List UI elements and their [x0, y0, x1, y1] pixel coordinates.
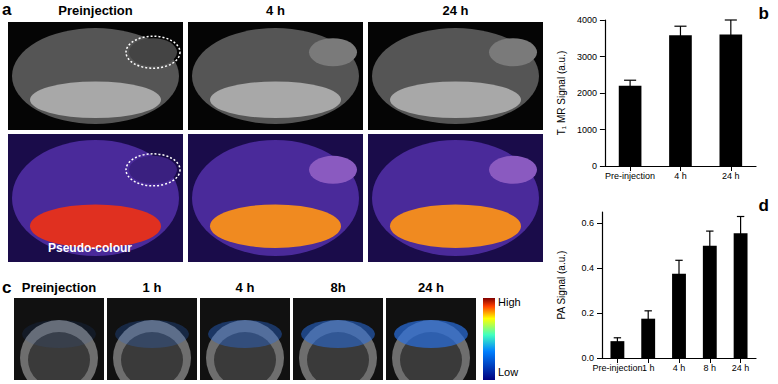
svg-text:2000: 2000	[577, 88, 597, 98]
svg-text:8 h: 8 h	[704, 363, 717, 373]
svg-text:Pre-injection: Pre-injection	[592, 363, 642, 373]
svg-text:1000: 1000	[577, 125, 597, 135]
svg-text:0.6: 0.6	[581, 218, 594, 228]
html-text:c: c	[2, 278, 12, 297]
svg-text:4 h: 4 h	[674, 171, 687, 181]
svg-text:0: 0	[592, 161, 597, 171]
svg-text:0.0: 0.0	[581, 353, 594, 363]
html-text:Preinjection: Preinjection	[58, 3, 133, 18]
html-text:a: a	[2, 0, 12, 19]
html-text:Low: Low	[498, 366, 519, 378]
svg-text:PA Signal (a.u.): PA Signal (a.u.)	[556, 251, 567, 320]
svg-text:b: b	[759, 4, 769, 23]
svg-text:Pseudo-colour: Pseudo-colour	[48, 241, 132, 255]
html-text:Preinjection: Preinjection	[21, 280, 97, 295]
svg-text:T₁ MR Signal (a.u.): T₁ MR Signal (a.u.)	[556, 51, 567, 136]
svg-text:0.2: 0.2	[581, 308, 594, 318]
svg-text:Pre-injection: Pre-injection	[605, 171, 655, 181]
html-text:High: High	[498, 296, 521, 308]
svg-text:1 h: 1 h	[642, 363, 655, 373]
html-text:24 h: 24 h	[418, 280, 444, 295]
html-text:24 h: 24 h	[442, 3, 469, 18]
svg-text:4000: 4000	[577, 15, 597, 25]
svg-text:d: d	[759, 196, 769, 215]
html-text:4 h: 4 h	[235, 280, 255, 295]
svg-text:0.4: 0.4	[581, 263, 594, 273]
html-text:4 h: 4 h	[266, 3, 285, 18]
svg-text:3000: 3000	[577, 52, 597, 62]
svg-text:24 h: 24 h	[732, 363, 750, 373]
svg-text:24 h: 24 h	[722, 171, 740, 181]
svg-text:4 h: 4 h	[673, 363, 686, 373]
html-text:1 h: 1 h	[142, 280, 162, 295]
html-text:8h: 8h	[330, 280, 346, 295]
